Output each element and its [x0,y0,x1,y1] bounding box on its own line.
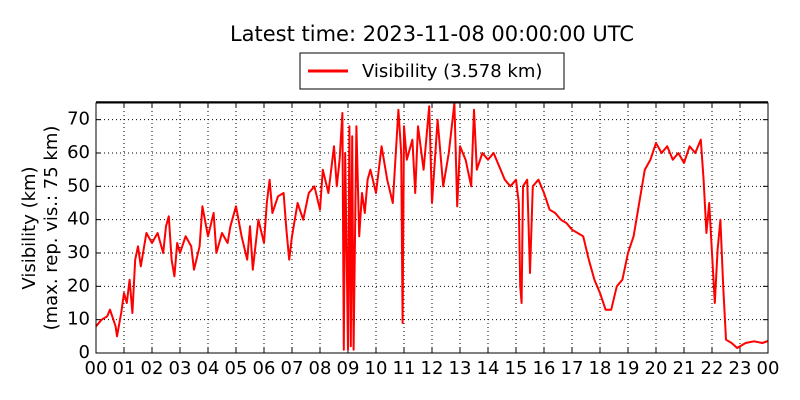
x-tick-label: 12 [421,358,444,379]
x-tick-label: 03 [169,358,192,379]
x-tick-label: 07 [281,358,304,379]
y-tick-label: 40 [67,209,90,230]
y-tick-label: 0 [79,342,90,363]
y-axis-label: (max. rep. vis.: 75 km) [41,126,62,331]
chart-title: Latest time: 2023-11-08 00:00:00 UTC [230,22,634,46]
x-tick-label: 22 [701,358,724,379]
y-tick-label: 70 [67,109,90,130]
x-tick-label: 23 [729,358,752,379]
x-tick-label: 04 [197,358,220,379]
x-tick-label: 15 [505,358,528,379]
x-tick-label: 21 [673,358,696,379]
x-tick-label: 10 [365,358,388,379]
x-tick-label: 01 [113,358,136,379]
x-tick-label: 13 [449,358,472,379]
plot-frame [95,102,769,354]
x-tick-label: 00 [85,358,108,379]
y-tick-label: 60 [67,142,90,163]
x-tick-label: 02 [141,358,164,379]
x-tick-label: 11 [393,358,416,379]
y-tick-label: 20 [67,275,90,296]
legend-label: Visibility (3.578 km) [362,61,542,82]
line-series [95,102,769,351]
x-tick-label: 00 [757,358,780,379]
x-tick-label: 14 [477,358,500,379]
y-tick-label: 50 [67,175,90,196]
x-tick-label: 09 [337,358,360,379]
x-tick-label: 19 [617,358,640,379]
x-tick-label: 06 [253,358,276,379]
x-tick-label: 16 [533,358,556,379]
x-tick-label: 08 [309,358,332,379]
y-tick-label: 30 [67,242,90,263]
y-axis-label: Visibility (km) [19,166,40,289]
x-tick-label: 17 [561,358,584,379]
x-tick-label: 20 [645,358,668,379]
y-tick-label: 10 [67,309,90,330]
x-tick-label: 05 [225,358,248,379]
x-tick-label: 18 [589,358,612,379]
